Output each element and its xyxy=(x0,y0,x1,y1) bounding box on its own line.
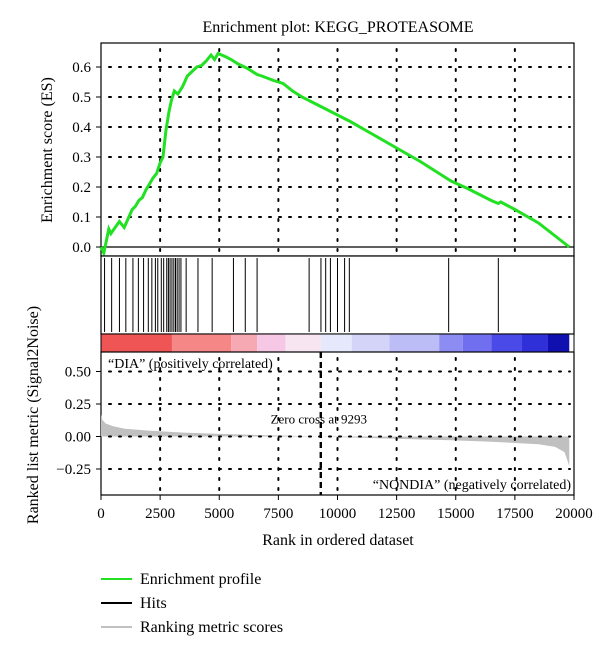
legend: Enrichment profile Hits Ranking metric sco… xyxy=(101,571,283,636)
ranking-bar-segment xyxy=(285,334,321,352)
ranking-bar-segment xyxy=(491,334,522,352)
x-tick-label: 10000 xyxy=(319,506,357,522)
es-y-tick-label: 0.0 xyxy=(72,240,91,256)
legend-label: Hits xyxy=(140,595,167,612)
metric-y-ticks: 0.50 0.25 0.00 −0.25 xyxy=(56,365,101,478)
es-y-tick-label: 0.2 xyxy=(72,180,91,196)
metric-grid xyxy=(108,357,571,492)
legend-label: Enrichment profile xyxy=(140,571,261,588)
es-y-ticks: 0.0 0.1 0.2 0.3 0.4 0.5 0.6 xyxy=(72,60,101,256)
ranking-bar-segment xyxy=(351,334,390,352)
x-tick-label: 0 xyxy=(97,506,105,522)
x-tick-label: 15000 xyxy=(437,506,475,522)
ranking-bar-segment xyxy=(231,334,258,352)
metric-y-tick-label: 0.50 xyxy=(65,365,91,381)
es-y-tick-label: 0.5 xyxy=(72,90,91,106)
x-axis-label: Rank in ordered dataset xyxy=(262,532,414,549)
metric-y-tick-label: 0.00 xyxy=(65,430,91,446)
hits-panel xyxy=(100,255,575,335)
x-tick-label: 12500 xyxy=(378,506,416,522)
es-y-tick-label: 0.4 xyxy=(72,120,91,136)
metric-y-tick-label: 0.25 xyxy=(65,397,91,413)
metric-panel-frame xyxy=(100,351,575,496)
x-tick-label: 20000 xyxy=(555,506,593,522)
ranking-bar-segment xyxy=(462,334,492,352)
es-y-tick-label: 0.6 xyxy=(72,60,91,76)
positive-correlation-label: “DIA” (positively correlated) xyxy=(108,357,273,372)
es-y-tick-label: 0.1 xyxy=(72,210,91,226)
es-y-axis-label: Enrichment score (ES) xyxy=(39,77,56,223)
x-tick-label: 17500 xyxy=(496,506,534,522)
ranking-bar-segment xyxy=(521,334,548,352)
es-panel: 0.0 0.1 0.2 0.3 0.4 0.5 0.6 Enrichment score (… xyxy=(39,42,575,258)
ranking-bar-segment xyxy=(171,334,232,352)
ranking-bar-segment xyxy=(439,334,463,352)
metric-y-tick-label: −0.25 xyxy=(56,462,91,478)
x-tick-label: 2500 xyxy=(145,506,175,522)
ranking-bar-segment xyxy=(320,334,352,352)
metric-area xyxy=(101,414,570,467)
legend-label: Ranking metric scores xyxy=(140,619,283,636)
ranking-bar-segment xyxy=(389,334,440,352)
ranking-bar-segment xyxy=(101,334,172,352)
zero-cross-label: Zero cross at 9293 xyxy=(271,412,367,427)
chart-title: Enrichment plot: KEGG_PROTEASOME xyxy=(202,19,473,36)
es-grid xyxy=(108,48,571,253)
hit-lines xyxy=(104,258,499,332)
metric-panel: 0.50 0.25 0.00 −0.25 Zero cross at 9293 “DI… xyxy=(25,306,575,524)
metric-y-axis-label: Ranked list metric (Signal2Noise) xyxy=(25,306,42,524)
negative-correlation-label: “NONDIA” (negatively correlated) xyxy=(373,478,572,493)
ranking-bar-segment xyxy=(257,334,286,352)
ranking-bar-segment xyxy=(547,334,570,352)
x-tick-label: 7500 xyxy=(263,506,293,522)
x-axis-ticks: 0 2500 5000 7500 10000 12500 15000 17500 20000 xyxy=(97,495,593,522)
es-curve xyxy=(99,51,571,258)
ranking-color-bar xyxy=(101,334,570,352)
es-y-tick-label: 0.3 xyxy=(72,150,91,166)
x-tick-label: 5000 xyxy=(204,506,234,522)
